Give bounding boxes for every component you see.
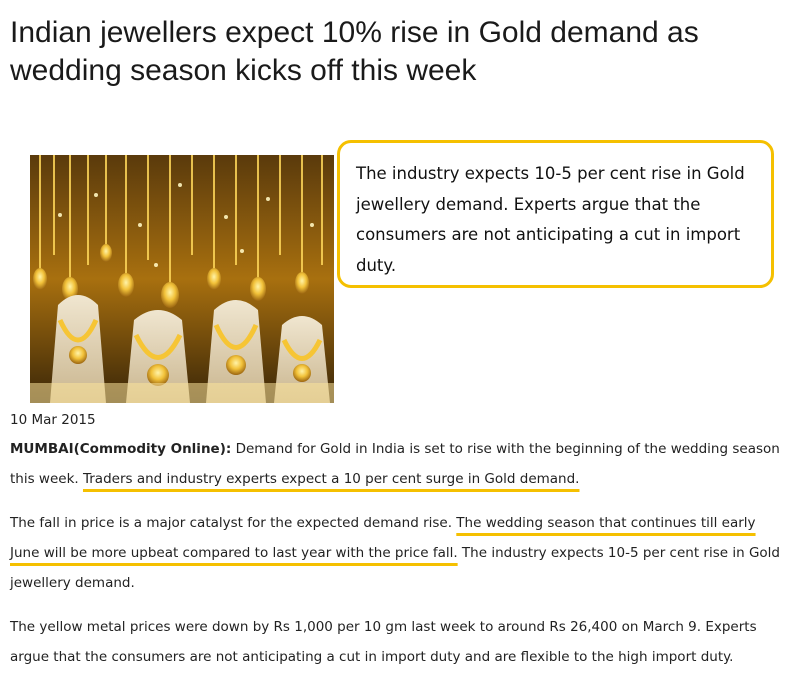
- paragraph-2-text-before: The fall in price is a major catalyst fo…: [10, 515, 457, 531]
- callout-box: The industry expects 10-5 per cent rise …: [337, 140, 774, 288]
- source-label: MUMBAI(Commodity Online):: [10, 441, 232, 457]
- gold-jewellery-illustration: [30, 155, 334, 403]
- article-body: 10 Mar 2015 MUMBAI(Commodity Online): De…: [10, 408, 780, 672]
- highlight-2: The wedding season that continues till e…: [10, 515, 756, 561]
- highlight-1: Traders and industry experts expect a 10…: [82, 471, 580, 487]
- paragraph-2-text-after: The industry expects 10-5 per cent rise …: [10, 545, 780, 591]
- paragraph-2: The fall in price is a major catalyst fo…: [10, 508, 780, 598]
- article-headline: Indian jewellers expect 10% rise in Gold…: [10, 16, 699, 87]
- paragraph-1: MUMBAI(Commodity Online): Demand for Gol…: [10, 434, 780, 494]
- paragraph-1-text: Demand for Gold in India is set to rise …: [10, 441, 780, 487]
- paragraph-3: The yellow metal prices were down by Rs …: [10, 619, 757, 665]
- article-date: 10 Mar 2015: [10, 412, 96, 428]
- gold-jewellery-image: [30, 155, 334, 403]
- callout-text: The industry expects 10-5 per cent rise …: [356, 164, 745, 275]
